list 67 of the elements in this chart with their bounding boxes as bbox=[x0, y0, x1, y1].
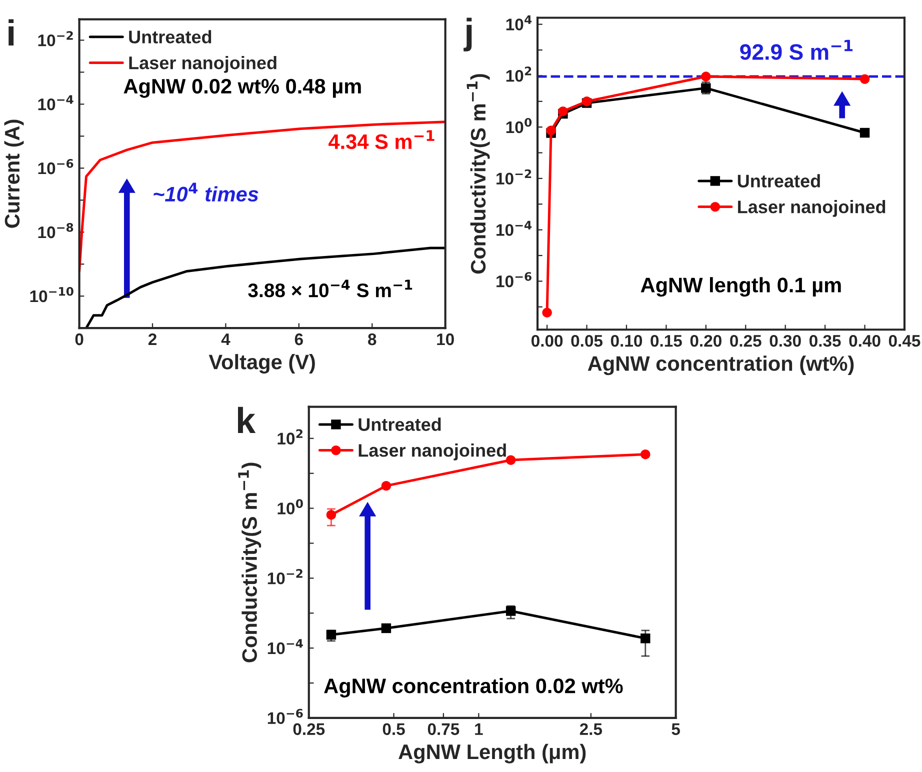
x-tick-label: 4 bbox=[221, 334, 230, 346]
y-tick-label: 10$^{4}$ bbox=[506, 15, 532, 30]
ref-line-label: 92.9 S m$^{−1}$ bbox=[740, 40, 853, 60]
legend-label: Untreated bbox=[738, 174, 820, 188]
y-tick-label: 10$^{0}$ bbox=[278, 499, 303, 514]
y-tick-label: 10$^{−4}$ bbox=[496, 220, 532, 236]
x-tick-label: 0.25 bbox=[730, 334, 762, 347]
annotation: 4.34 S m$^{−1}$ bbox=[328, 130, 434, 150]
x-tick-label: 0.40 bbox=[849, 334, 880, 347]
y-tick-label: 10$^{−8}$ bbox=[38, 223, 74, 238]
x-tick-label: 10 bbox=[437, 333, 454, 346]
legend-label: Untreated bbox=[358, 418, 441, 431]
y-tick-label: 10$^{−10}$ bbox=[30, 286, 74, 302]
point bbox=[542, 308, 552, 318]
y-tick-label: 10$^{−4}$ bbox=[38, 95, 74, 110]
annotation: AgNW length 0.1 µm bbox=[640, 277, 841, 297]
x-tick-label: 0.15 bbox=[650, 334, 682, 347]
y-axis-title: Current (A) bbox=[4, 120, 24, 228]
y-tick-label: 10$^{−2}$ bbox=[268, 569, 302, 584]
chart-title: k bbox=[238, 406, 256, 434]
x-axis-title: AgNW Length (μm) bbox=[398, 744, 586, 764]
x-tick-label: 5 bbox=[672, 723, 680, 736]
y-tick-label: 10$^{2}$ bbox=[278, 429, 302, 444]
x-tick-label: 0.25 bbox=[293, 723, 325, 736]
point bbox=[546, 126, 556, 136]
chart-title: j bbox=[464, 18, 472, 52]
point bbox=[860, 74, 870, 84]
x-tick-label: 8 bbox=[368, 333, 376, 346]
x-tick-label: 1 bbox=[475, 723, 483, 735]
legend-label: Laser nanojoined bbox=[129, 56, 276, 73]
x-tick-label: 6 bbox=[294, 333, 303, 346]
x-tick-label: 0.10 bbox=[610, 334, 642, 347]
y-tick-label: 10$^{−6}$ bbox=[38, 159, 74, 174]
y-tick-label: 10$^{−2}$ bbox=[38, 31, 73, 46]
x-tick-label: 0.00 bbox=[532, 334, 563, 347]
point bbox=[701, 72, 711, 82]
annotation: AgNW 0.02 wt% 0.48 µm bbox=[124, 78, 361, 98]
y-tick-label: 10$^{0}$ bbox=[506, 118, 532, 134]
chart-title: i bbox=[8, 19, 14, 46]
y-tick-label: 10$^{−6}$ bbox=[268, 708, 303, 724]
y-tick-label: 10$^{−2}$ bbox=[496, 169, 532, 185]
x-tick-label: 0.45 bbox=[888, 334, 920, 347]
annotation: AgNW concentration 0.02 wt% bbox=[324, 678, 623, 698]
x-tick-label: 0.75 bbox=[428, 723, 460, 736]
x-tick-label: 0.20 bbox=[690, 334, 722, 347]
legend-label: Untreated bbox=[129, 30, 212, 44]
y-tick-label: 10$^{−4}$ bbox=[268, 639, 303, 654]
x-tick-label: 0 bbox=[75, 333, 84, 346]
y-axis-title: Conductivity(S m$^{−1}$) bbox=[238, 462, 262, 662]
x-tick-label: 2 bbox=[148, 333, 156, 346]
x-tick-label: 0.35 bbox=[809, 334, 841, 347]
point bbox=[860, 128, 870, 138]
x-tick-label: 0.30 bbox=[770, 334, 801, 347]
y-axis-title: Conductivity(S m$^{−1}$) bbox=[466, 74, 490, 274]
annotation: ~10$^{4}$ times bbox=[154, 182, 258, 202]
legend-label: Laser nanojoined bbox=[738, 200, 886, 217]
y-tick-label: 10$^{−6}$ bbox=[496, 272, 532, 288]
x-axis-title: Voltage (V) bbox=[208, 354, 315, 374]
point bbox=[558, 106, 568, 116]
legend-label: Laser nanojoined bbox=[358, 444, 506, 460]
x-tick-label: 0.05 bbox=[571, 334, 603, 347]
annotation: 3.88 × 10$^{−4}$ S m$^{−1}$ bbox=[248, 280, 412, 298]
y-tick-label: 10$^{2}$ bbox=[506, 66, 532, 82]
line-series bbox=[84, 246, 446, 328]
x-axis-title: AgNW concentration (wt%) bbox=[588, 356, 854, 376]
x-tick-label: 2.5 bbox=[580, 723, 602, 736]
x-tick-label: 0.5 bbox=[382, 723, 405, 736]
